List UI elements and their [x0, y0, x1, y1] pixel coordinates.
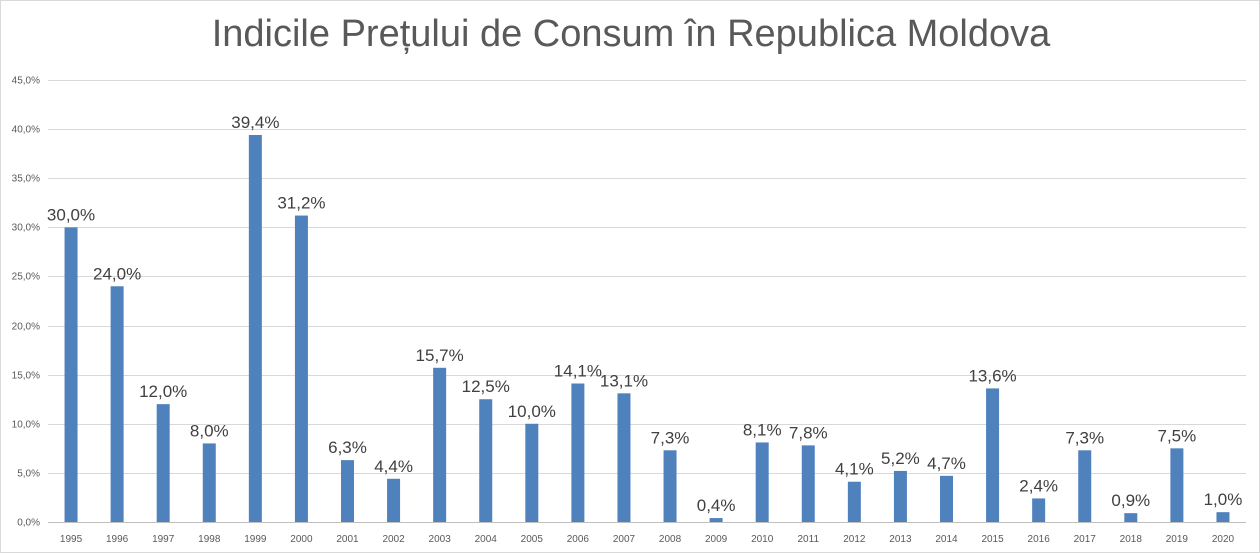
data-label: 4,1% [835, 460, 874, 479]
y-tick-label: 40,0% [12, 125, 40, 136]
x-tick-label: 2016 [1028, 534, 1051, 545]
bar [294, 215, 308, 522]
x-tick-label: 2001 [336, 534, 359, 545]
bar [433, 367, 447, 522]
data-label: 24,0% [93, 264, 141, 283]
x-tick-label: 2008 [659, 534, 682, 545]
y-tick-label: 25,0% [12, 272, 40, 283]
data-label: 39,4% [231, 113, 279, 132]
bar [64, 227, 78, 523]
data-label: 13,1% [600, 371, 648, 390]
x-tick-label: 2011 [798, 534, 820, 545]
y-tick-label: 0,0% [17, 518, 40, 529]
bar [248, 135, 262, 522]
data-label: 10,0% [508, 402, 556, 421]
data-label: 7,5% [1158, 426, 1197, 445]
bar [663, 450, 677, 522]
data-label: 7,3% [1065, 428, 1104, 447]
x-tick-label: 2002 [382, 534, 405, 545]
bar [1078, 450, 1092, 522]
bar [110, 286, 124, 522]
bar [893, 470, 907, 522]
x-tick-label: 2009 [705, 534, 728, 545]
bar [202, 443, 216, 522]
data-label: 8,1% [743, 420, 782, 439]
data-label: 4,4% [374, 457, 413, 476]
bar [571, 383, 585, 522]
bar [1170, 448, 1184, 522]
data-label: 7,3% [651, 428, 690, 447]
x-tick-label: 2017 [1074, 534, 1097, 545]
y-tick-label: 15,0% [12, 371, 40, 382]
bar [1216, 512, 1230, 522]
data-label: 31,2% [277, 194, 325, 213]
data-label: 12,0% [139, 382, 187, 401]
chart-title: Indicile Prețului de Consum în Republica… [211, 13, 1051, 55]
x-tick-label: 2006 [567, 534, 590, 545]
data-label: 8,0% [190, 421, 229, 440]
bar [525, 423, 539, 522]
x-tick-label: 2003 [429, 534, 452, 545]
data-label: 0,4% [697, 496, 736, 515]
x-tick-label: 2005 [521, 534, 544, 545]
x-tick-label: 2019 [1166, 534, 1189, 545]
x-tick-label: 1995 [60, 534, 83, 545]
y-tick-label: 20,0% [12, 322, 40, 333]
bar [341, 460, 354, 522]
data-label: 2,4% [1019, 476, 1058, 495]
data-label: 14,1% [554, 362, 602, 381]
bar [1032, 498, 1046, 522]
x-tick-label: 1996 [106, 534, 129, 545]
y-tick-label: 45,0% [12, 76, 40, 87]
data-label: 15,7% [416, 346, 464, 365]
y-tick-label: 5,0% [17, 469, 40, 480]
bar [801, 445, 815, 522]
bar [156, 404, 170, 522]
data-label: 0,9% [1111, 491, 1150, 510]
x-tick-label: 2010 [751, 534, 774, 545]
bar [1124, 513, 1138, 522]
x-tick-label: 2014 [935, 534, 958, 545]
x-tick-label: 2007 [613, 534, 636, 545]
x-tick-label: 2020 [1212, 534, 1235, 545]
bar [986, 388, 1000, 522]
y-tick-label: 10,0% [12, 420, 40, 431]
data-label: 13,6% [968, 366, 1016, 385]
x-tick-label: 2000 [290, 534, 313, 545]
y-tick-label: 35,0% [12, 174, 40, 185]
x-tick-label: 1999 [244, 534, 267, 545]
data-label: 5,2% [881, 449, 920, 468]
bar [479, 399, 493, 522]
bar [709, 518, 723, 522]
x-tick-label: 1997 [152, 534, 175, 545]
x-tick-label: 2013 [889, 534, 912, 545]
bar [940, 475, 953, 522]
y-tick-label: 30,0% [12, 223, 40, 234]
data-label: 12,5% [462, 377, 510, 396]
data-label: 1,0% [1204, 490, 1243, 509]
x-tick-label: 2018 [1120, 534, 1143, 545]
data-label: 30,0% [47, 205, 95, 224]
bar [847, 481, 861, 522]
bar [755, 442, 769, 522]
x-tick-label: 2012 [843, 534, 866, 545]
bar [617, 393, 631, 522]
x-tick-label: 1998 [198, 534, 221, 545]
data-label: 6,3% [328, 438, 367, 457]
x-tick-label: 2004 [475, 534, 498, 545]
bar [387, 478, 401, 522]
x-tick-label: 2015 [981, 534, 1004, 545]
data-label: 7,8% [789, 423, 828, 442]
data-label: 4,7% [927, 454, 966, 473]
